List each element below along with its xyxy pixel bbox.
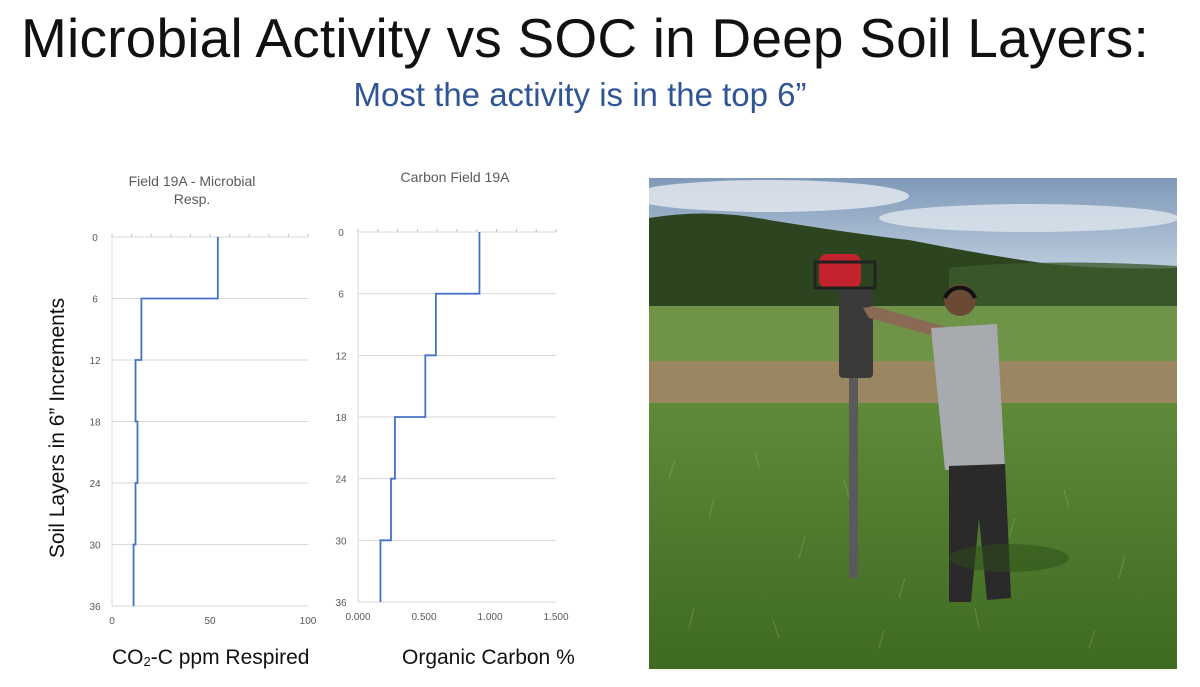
chart1-y-tick-label: 24	[89, 479, 101, 490]
chart1-y-tick-label: 18	[89, 418, 101, 429]
chart2-x-tick-label: 1.000	[477, 612, 502, 623]
chart2-y-tick-label: 12	[335, 351, 347, 362]
chart2-y-tick-label: 30	[335, 536, 347, 547]
dirt-strip	[649, 361, 1177, 403]
chart1-x-tick-label: 100	[300, 616, 317, 627]
soil-probe-shaft	[849, 338, 858, 578]
chart1-y-tick-label: 12	[89, 356, 101, 367]
chart1-xlabel-sub: 2	[143, 654, 151, 669]
chart1-series-line	[132, 237, 219, 606]
chart1-x-tick-label: 0	[109, 616, 115, 627]
headphones	[943, 285, 977, 299]
chart2-series-line	[379, 232, 481, 602]
chart1-y-tick-label: 36	[89, 602, 101, 613]
chart2-x-tick-label: 0.500	[411, 612, 436, 623]
chart2-y-tick-label: 6	[338, 290, 344, 301]
engine-frame	[813, 260, 877, 290]
chart2-x-tick-label: 1.500	[543, 612, 568, 623]
chart1-title: Field 19A - Microbial Resp.	[92, 172, 292, 208]
person-arms	[863, 306, 949, 338]
chart2-y-tick-label: 24	[335, 475, 347, 486]
probe-driver-body	[839, 288, 873, 378]
slide-subtitle: Most the activity is in the top 6”	[353, 76, 807, 113]
chart2-x-tick-label: 0.000	[345, 612, 370, 623]
chart2-y-tick-label: 18	[335, 413, 347, 424]
slide-title: Microbial Activity vs SOC in Deep Soil L…	[21, 7, 1149, 69]
chart2-y-tick-label: 0	[338, 228, 344, 239]
person-shadow	[949, 544, 1069, 572]
field-soil-sampling-photo	[649, 178, 1177, 669]
cloud	[649, 180, 909, 212]
chart2-title: Carbon Field 19A	[400, 169, 510, 185]
chart2-x-axis-label: Organic Carbon %	[402, 646, 575, 669]
person-shirt	[931, 324, 1005, 470]
chart1-title-line2: Resp.	[173, 191, 211, 207]
probe-engine	[819, 254, 861, 288]
front-grass	[649, 403, 1177, 669]
back-field	[649, 306, 1177, 361]
chart1-title-line1: Field 19A - Microbial	[128, 173, 256, 189]
chart1-xlabel-prefix: CO	[112, 646, 144, 669]
chart1-y-tick-label: 6	[92, 295, 98, 306]
chart1-xlabel-suffix: -C ppm Respired	[150, 646, 310, 669]
distant-hills	[949, 262, 1177, 308]
cloud	[879, 204, 1177, 232]
chart1-x-tick-label: 50	[204, 616, 216, 627]
chart1-y-tick-label: 0	[92, 233, 98, 244]
chart1-y-tick-label: 30	[89, 541, 101, 552]
chart1-x-axis-label: CO2-C ppm Respired	[112, 646, 309, 670]
chart2-y-tick-label: 36	[335, 598, 347, 609]
